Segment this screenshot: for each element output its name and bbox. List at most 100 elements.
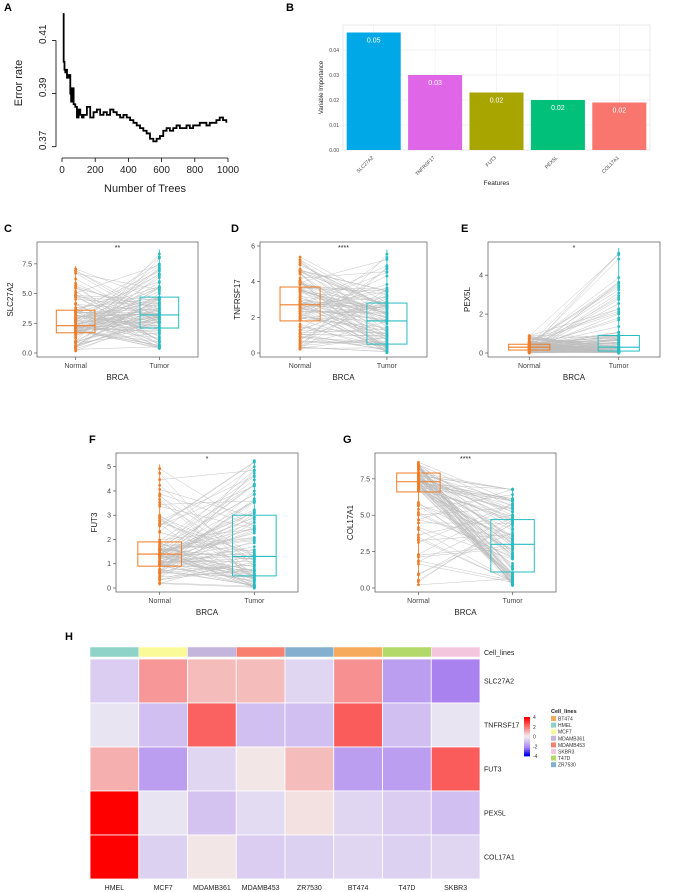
- pair-line: [418, 487, 513, 573]
- tumor-point: [385, 312, 389, 316]
- normal-box: [55, 309, 96, 334]
- bar-value-label: 0.02: [612, 108, 626, 115]
- heatmap-cell: [235, 658, 286, 704]
- y-tick-label: 0: [107, 586, 111, 593]
- tumor-point: [511, 564, 514, 568]
- column-label: ZR7530: [297, 885, 322, 892]
- pair-line: [418, 469, 513, 513]
- tumor-point: [252, 548, 256, 552]
- pair-line: [418, 465, 513, 569]
- legend-swatch-zr7530: [551, 762, 556, 768]
- panel-letter-h: H: [65, 631, 73, 643]
- tumor-point: [252, 526, 256, 529]
- bar-value-label: 0.02: [490, 98, 504, 105]
- annotation-cell-hmel: [89, 646, 139, 658]
- pair-line: [75, 299, 160, 326]
- paired-lines-group: [75, 253, 160, 352]
- heatmap-cell: [187, 746, 237, 792]
- scale-swatch: [524, 718, 530, 722]
- legend-swatch-t47d: [551, 755, 556, 761]
- pair-line: [75, 291, 160, 330]
- x-tick-label: Tumor: [503, 598, 524, 605]
- heatmap-cell: [89, 658, 140, 704]
- panel-letter-g: G: [343, 434, 352, 446]
- panel-letter-c: C: [4, 223, 12, 235]
- pair-line: [159, 493, 255, 551]
- heatmap-cell: [235, 746, 286, 792]
- scale-swatch: [524, 726, 530, 730]
- pair-line: [75, 311, 160, 323]
- heatmap-cell: [430, 702, 481, 748]
- y-tick-label: 0: [479, 351, 483, 358]
- tumor-point: [252, 520, 256, 524]
- row-label: PEX5L: [484, 811, 506, 818]
- pair-line: [418, 504, 513, 536]
- scale-swatch: [524, 750, 530, 753]
- normal-points-group: [298, 255, 302, 351]
- row-label: SLC27A2: [484, 679, 514, 686]
- heatmap-cell: [187, 702, 237, 748]
- pair-line: [300, 317, 387, 322]
- tumor-point: [385, 307, 389, 311]
- pair-line: [159, 548, 255, 560]
- heatmap-cell: [333, 834, 383, 880]
- pair-line: [529, 312, 619, 342]
- pair-line: [159, 561, 255, 582]
- tumor-point: [617, 335, 621, 339]
- tumor-point: [157, 307, 161, 311]
- normal-point: [158, 556, 162, 559]
- panel-b-variable-importance-chart: 0.00 0.01 0.02 0.03 0.04 0.05 SLC27A2 0.03 TNFRS…: [319, 24, 651, 187]
- tumor-point: [617, 341, 621, 345]
- pair-line: [75, 315, 160, 335]
- scale-tick-label: -2: [533, 744, 538, 750]
- x-axis-label: BRCA: [106, 373, 129, 382]
- pair-line: [299, 289, 388, 348]
- pair-line: [159, 475, 255, 522]
- pair-line: [159, 460, 255, 575]
- scale-swatch: [524, 720, 530, 724]
- panel-d-tnfrsf17-boxplot: 0 2 4 6 Normal Tumor **** BRCA TNFRSF17: [233, 241, 428, 382]
- x-tick-label: 400: [120, 165, 137, 176]
- tumor-point: [157, 312, 161, 315]
- paired-lines-group: [159, 460, 255, 589]
- legend-swatch-skbr3: [551, 749, 556, 754]
- legend-label: ZR7530: [558, 763, 576, 769]
- tumor-point: [511, 551, 514, 555]
- legend-label: MDAMB361: [558, 736, 585, 742]
- pair-line: [75, 269, 160, 323]
- normal-point: [298, 307, 302, 311]
- x-axis-label: Number of Trees: [104, 183, 186, 195]
- pair-line: [529, 287, 619, 344]
- heatmap-cell: [89, 790, 140, 836]
- annotation-cell-skbr3: [431, 646, 481, 658]
- error-rate-series: [62, 13, 228, 143]
- heatmap-cell: [333, 790, 383, 836]
- pair-line: [159, 509, 255, 555]
- tumor-point: [511, 522, 514, 526]
- pair-line: [418, 474, 513, 554]
- pair-line: [418, 472, 513, 490]
- heatmap-cell: [430, 746, 481, 792]
- heatmap-cell: [430, 790, 481, 836]
- normal-point: [298, 289, 302, 292]
- x-axis-label: BRCA: [332, 373, 355, 382]
- legend-label: HMEL: [558, 723, 572, 729]
- x-tick-label: 0: [59, 165, 65, 176]
- y-tick-label: 0.02: [329, 98, 339, 104]
- x-tick-label: 800: [186, 165, 203, 176]
- pair-line: [529, 289, 619, 348]
- legend-swatch-bt474: [551, 716, 556, 721]
- heatmap-cell: [89, 702, 140, 748]
- pair-line: [300, 330, 387, 334]
- legend-swatch-mdamb453: [551, 742, 556, 748]
- pair-line: [75, 295, 160, 342]
- pair-line: [75, 319, 160, 333]
- legend-label: MCF7: [558, 730, 572, 736]
- heatmap-cell: [138, 658, 188, 704]
- pair-line: [75, 268, 160, 301]
- pair-line: [159, 562, 255, 581]
- heatmap-cell: [284, 834, 335, 880]
- pair-line: [418, 469, 513, 516]
- tumor-point: [385, 305, 389, 309]
- y-axis-label: PEX5L: [463, 286, 472, 311]
